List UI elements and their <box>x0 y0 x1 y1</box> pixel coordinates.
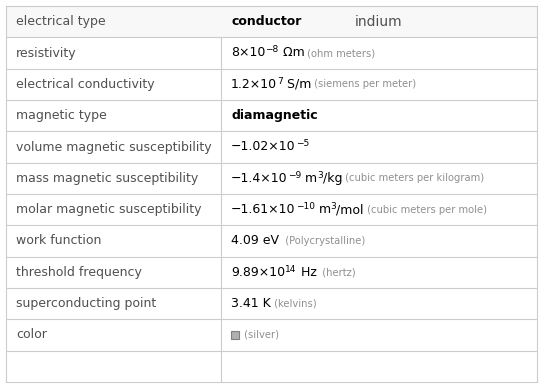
Text: −1.4×10: −1.4×10 <box>231 172 288 185</box>
Text: electrical conductivity: electrical conductivity <box>16 78 155 91</box>
Text: S/m: S/m <box>283 78 311 91</box>
Text: threshold frequency: threshold frequency <box>16 266 142 279</box>
Text: diamagnetic: diamagnetic <box>231 109 318 122</box>
Text: −5: −5 <box>296 139 309 148</box>
Text: (siemens per meter): (siemens per meter) <box>311 79 416 89</box>
Text: conductor: conductor <box>231 15 301 28</box>
Text: −10: −10 <box>295 202 314 211</box>
Bar <box>6 6 537 37</box>
Text: /kg: /kg <box>323 172 342 185</box>
Text: 8×10: 8×10 <box>231 47 266 59</box>
Text: 1.2×10: 1.2×10 <box>231 78 277 91</box>
Text: −1.61×10: −1.61×10 <box>231 203 295 216</box>
Text: mass magnetic susceptibility: mass magnetic susceptibility <box>16 172 198 185</box>
Bar <box>231 331 239 339</box>
Text: (Polycrystalline): (Polycrystalline) <box>279 236 365 246</box>
Text: color: color <box>16 329 47 341</box>
Text: (cubic meters per kilogram): (cubic meters per kilogram) <box>342 173 484 184</box>
Text: 7: 7 <box>277 77 283 86</box>
Text: 4.09 eV: 4.09 eV <box>231 234 279 248</box>
Text: 9.89×10: 9.89×10 <box>231 266 285 279</box>
Text: resistivity: resistivity <box>16 47 77 59</box>
Text: work function: work function <box>16 234 102 248</box>
Text: 3: 3 <box>331 202 337 211</box>
Text: Ωm: Ωm <box>279 47 305 59</box>
Text: −8: −8 <box>266 45 279 54</box>
Text: (silver): (silver) <box>241 330 279 340</box>
Text: (kelvins): (kelvins) <box>271 299 317 309</box>
Text: (ohm meters): (ohm meters) <box>305 48 376 58</box>
Text: superconducting point: superconducting point <box>16 297 156 310</box>
Text: indium: indium <box>355 15 403 29</box>
Text: 14: 14 <box>285 265 296 274</box>
Text: m: m <box>301 172 317 185</box>
Text: m: m <box>314 203 331 216</box>
Text: magnetic type: magnetic type <box>16 109 107 122</box>
Text: 3.41 K: 3.41 K <box>231 297 271 310</box>
Text: /mol: /mol <box>337 203 364 216</box>
Text: 3: 3 <box>317 171 323 180</box>
Text: −1.02×10: −1.02×10 <box>231 140 296 154</box>
Text: volume magnetic susceptibility: volume magnetic susceptibility <box>16 140 212 154</box>
Text: electrical type: electrical type <box>16 15 106 28</box>
Text: (cubic meters per mole): (cubic meters per mole) <box>364 204 487 215</box>
Text: −9: −9 <box>288 171 301 180</box>
Text: molar magnetic susceptibility: molar magnetic susceptibility <box>16 203 201 216</box>
Text: Hz: Hz <box>296 266 317 279</box>
Text: (hertz): (hertz) <box>317 267 356 277</box>
